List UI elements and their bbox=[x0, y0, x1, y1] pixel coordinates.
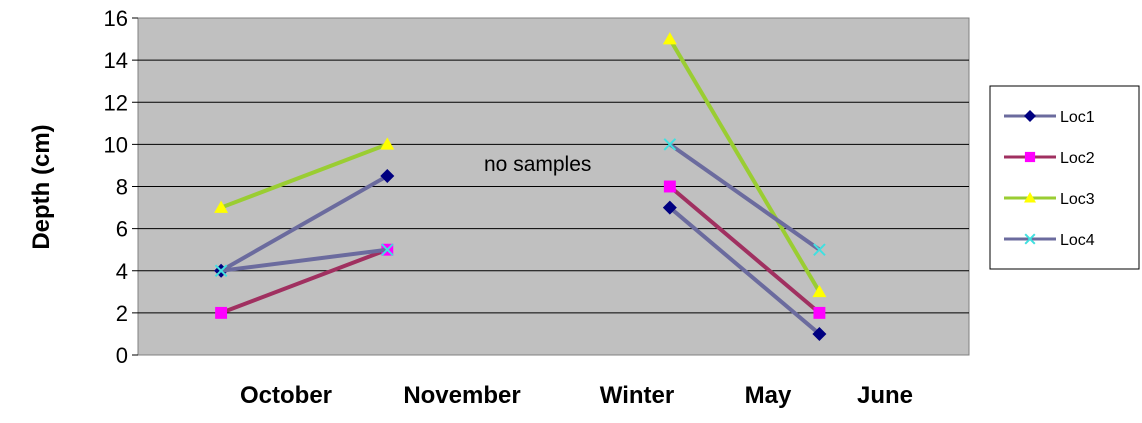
y-tick-label: 0 bbox=[116, 343, 128, 368]
y-tick-label: 4 bbox=[116, 259, 128, 284]
x-category-label: Winter bbox=[600, 382, 674, 409]
data-point-marker bbox=[812, 326, 827, 341]
data-point-marker bbox=[813, 243, 826, 256]
series-line bbox=[220, 142, 389, 210]
no-samples-annotation: no samples bbox=[484, 153, 591, 176]
data-point-marker bbox=[813, 306, 826, 319]
y-tick-label: 2 bbox=[116, 301, 128, 326]
legend-item-loc1: Loc1 bbox=[1004, 109, 1095, 126]
series-line bbox=[668, 38, 822, 293]
series-lines bbox=[214, 32, 827, 341]
series-line bbox=[220, 247, 388, 273]
data-point-marker bbox=[215, 306, 228, 319]
gridlines bbox=[132, 17, 969, 356]
data-point-marker bbox=[1024, 110, 1036, 122]
x-category-label: May bbox=[745, 382, 792, 409]
legend-item-loc2: Loc2 bbox=[1004, 150, 1095, 167]
legend-label: Loc3 bbox=[1060, 191, 1095, 208]
series-line bbox=[220, 174, 389, 273]
data-point-marker bbox=[1024, 233, 1036, 245]
series-loc4 bbox=[214, 138, 826, 278]
x-category-label: October bbox=[240, 382, 332, 409]
legend: Loc1 Loc2 Loc3 Loc4 bbox=[989, 85, 1140, 270]
y-tick-label: 10 bbox=[104, 132, 128, 157]
data-point-marker bbox=[663, 138, 677, 151]
data-point-marker bbox=[1024, 151, 1036, 163]
data-point-marker bbox=[662, 200, 677, 215]
y-tick-label: 16 bbox=[104, 6, 128, 31]
legend-item-loc3: Loc3 bbox=[1004, 191, 1095, 208]
data-point-marker bbox=[214, 200, 229, 213]
y-tick-label: 8 bbox=[116, 175, 128, 200]
y-tick-labels: 0 2 4 6 8 10 12 14 16 bbox=[104, 6, 128, 368]
data-point-marker bbox=[1024, 192, 1036, 203]
data-point-marker bbox=[812, 284, 827, 298]
data-point-marker bbox=[663, 180, 676, 193]
legend-label: Loc4 bbox=[1060, 232, 1095, 249]
y-tick-label: 6 bbox=[116, 217, 128, 242]
legend-label: Loc2 bbox=[1060, 150, 1095, 167]
series-line bbox=[668, 142, 821, 252]
series-loc3 bbox=[214, 32, 827, 298]
y-tick-label: 14 bbox=[104, 48, 128, 73]
data-point-marker bbox=[662, 32, 677, 45]
series-line bbox=[220, 247, 389, 315]
series-line bbox=[668, 206, 821, 336]
data-point-marker bbox=[380, 137, 395, 150]
data-point-marker bbox=[214, 264, 228, 278]
data-point-marker bbox=[380, 168, 395, 183]
x-category-label: November bbox=[403, 382, 520, 409]
data-point-marker bbox=[380, 243, 394, 256]
y-tick-label: 12 bbox=[104, 90, 128, 115]
y-axis-title: Depth (cm) bbox=[28, 124, 55, 249]
series-line bbox=[668, 184, 821, 315]
legend-item-loc4: Loc4 bbox=[1004, 232, 1095, 249]
x-category-labels: October November Winter May June bbox=[240, 382, 913, 409]
legend-label: Loc1 bbox=[1060, 109, 1095, 126]
x-category-label: June bbox=[857, 382, 913, 409]
